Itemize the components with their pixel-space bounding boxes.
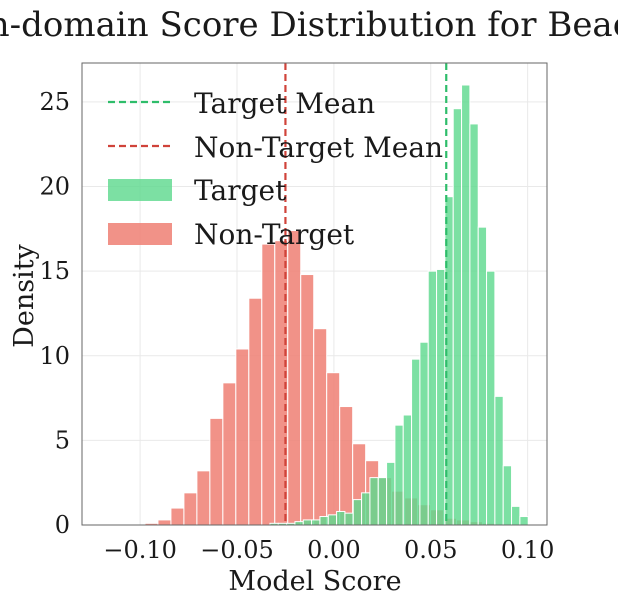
target-bar: [319, 516, 329, 526]
target-bar: [336, 510, 346, 526]
non-target-bar: [326, 372, 341, 526]
non-target-bar: [222, 382, 237, 526]
non-target-bar: [313, 328, 328, 526]
target-bar: [511, 505, 521, 526]
legend-swatch-target: [108, 179, 172, 201]
target-bar: [394, 424, 404, 526]
target-bar: [427, 270, 438, 526]
legend-swatch-non-target: [108, 223, 172, 245]
non-target-bar: [261, 243, 276, 526]
target-bar: [294, 521, 304, 526]
y-tick-label: 25: [39, 88, 70, 116]
target-bar: [327, 514, 338, 526]
legend-label-non-target-mean: Non-Target Mean: [194, 131, 443, 164]
target-bar: [519, 516, 529, 526]
non-target-bar: [287, 230, 302, 526]
target-bar: [494, 395, 504, 526]
legend-label-non-target: Non-Target: [194, 218, 355, 251]
x-axis-ticks: −0.10 −0.05 0.00 0.05 0.10: [103, 536, 554, 564]
x-tick-label: −0.05: [200, 536, 274, 564]
legend: Target Mean Non-Target Mean Target Non-T…: [108, 87, 443, 251]
mean-lines: [284, 63, 448, 525]
non-target-bar: [209, 417, 224, 526]
non-target-bar: [183, 492, 198, 526]
y-tick-label: 5: [55, 426, 70, 454]
target-bar: [469, 123, 479, 526]
non-target-bar: [248, 297, 263, 526]
target-bar: [436, 268, 446, 526]
target-bar: [419, 341, 429, 526]
target-bar: [477, 226, 488, 526]
y-axis-label: Density: [9, 243, 40, 347]
target-bar: [386, 461, 396, 526]
y-tick-label: 20: [39, 173, 70, 201]
x-tick-label: −0.10: [103, 536, 177, 564]
target-bar: [486, 270, 496, 526]
y-tick-label: 10: [39, 342, 70, 370]
target-bar: [352, 499, 363, 526]
chart-title: In-domain Score Distribution for Beach: [0, 5, 618, 45]
non-target-bar: [170, 507, 185, 526]
x-axis-label: Model Score: [228, 566, 401, 597]
target-bar: [411, 358, 421, 526]
x-tick-label: 0.00: [307, 536, 360, 564]
non-target-bar: [300, 274, 315, 526]
legend-label-target-mean: Target Mean: [194, 87, 375, 120]
non-target-bar: [157, 519, 172, 526]
y-tick-label: 15: [39, 257, 70, 285]
target-bars: [269, 84, 529, 526]
x-tick-label: 0.10: [501, 536, 554, 564]
non-target-bar: [196, 470, 211, 526]
legend-label-target: Target: [194, 174, 287, 207]
target-bar: [344, 512, 354, 526]
y-tick-label: 0: [55, 511, 70, 539]
y-axis-ticks: 0 5 10 15 20 25: [39, 88, 70, 539]
x-tick-label: 0.05: [404, 536, 457, 564]
target-bar: [302, 519, 313, 526]
target-bar: [377, 477, 388, 526]
target-bar: [369, 477, 379, 526]
target-bar: [461, 84, 471, 526]
target-bar: [402, 414, 413, 526]
target-bar: [502, 465, 513, 526]
plot-frame: [81, 62, 548, 526]
target-bar: [361, 492, 371, 526]
target-bar: [311, 519, 321, 526]
non-target-bar: [339, 406, 354, 526]
non-target-bar: [235, 348, 250, 526]
target-bar: [452, 108, 463, 526]
